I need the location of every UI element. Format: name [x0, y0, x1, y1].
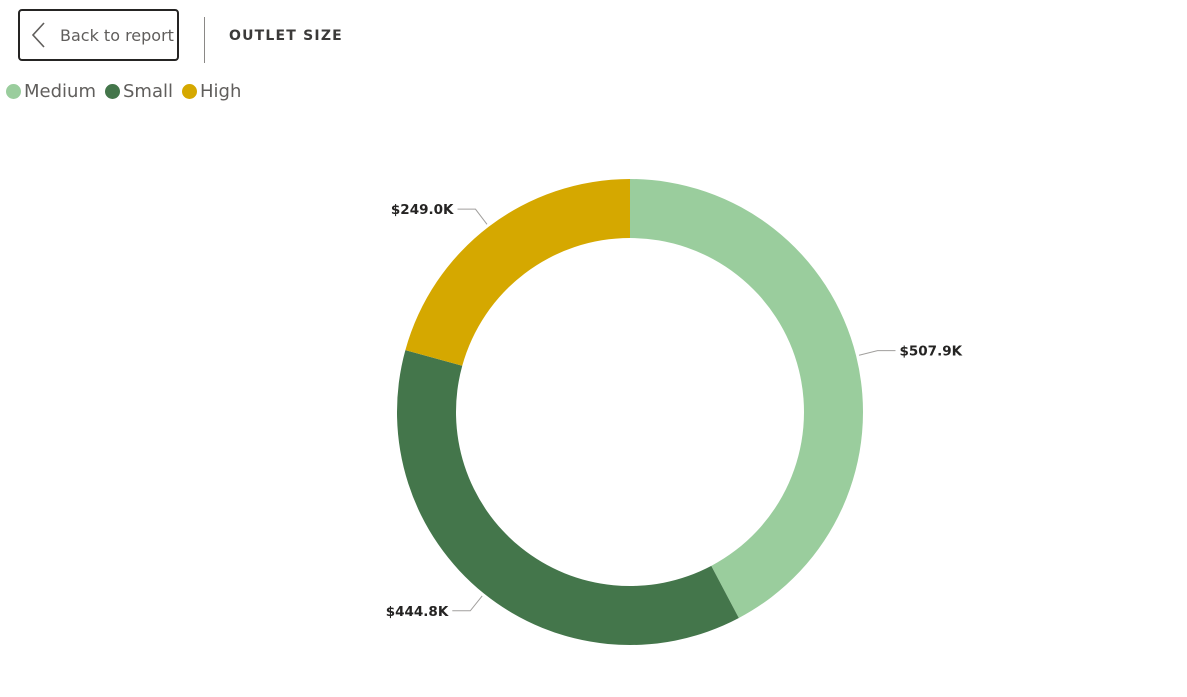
legend-label-small: Small: [122, 80, 173, 102]
data-label-high: $249.0K: [391, 202, 454, 218]
drill-title: OUTLET SIZE: [229, 28, 343, 44]
back-to-report-button[interactable]: Back to report: [18, 9, 179, 61]
leader-line-high: [457, 208, 488, 225]
chevron-left-icon: [24, 20, 54, 50]
legend-item-small[interactable]: Small: [104, 80, 173, 102]
legend-item-high[interactable]: High: [181, 80, 242, 102]
donut-slice-high[interactable]: [405, 179, 630, 366]
header-divider: [204, 17, 205, 63]
donut-slice-small[interactable]: [396, 350, 739, 645]
legend-swatch-high: [181, 83, 197, 99]
donut-slice-medium[interactable]: [630, 179, 863, 619]
data-label-medium: $507.9K: [900, 344, 963, 360]
back-button-label: Back to report: [60, 25, 174, 45]
chart-legend: Medium Small High: [6, 78, 250, 104]
leader-line-medium: [858, 350, 896, 356]
legend-label-medium: Medium: [24, 80, 96, 102]
legend-swatch-small: [104, 83, 120, 99]
data-label-small: $444.8K: [386, 604, 449, 620]
legend-item-medium[interactable]: Medium: [6, 81, 96, 102]
leader-line-small: [452, 595, 483, 612]
legend-swatch-medium: [6, 83, 21, 99]
legend-label-high: High: [199, 80, 242, 102]
